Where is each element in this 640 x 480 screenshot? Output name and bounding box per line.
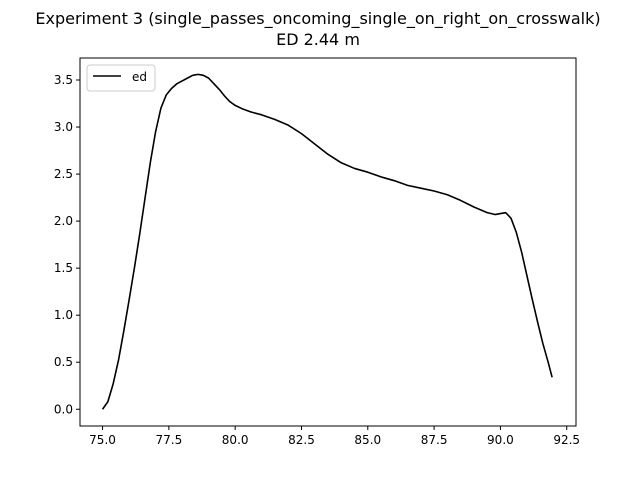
y-tick-label: 2.5 — [54, 167, 73, 181]
y-tick-label: 1.0 — [54, 308, 73, 322]
y-axis: 0.0 0.5 1.0 1.5 2.0 2.5 3.0 3.5 — [54, 73, 80, 416]
x-tick-label: 75.0 — [89, 433, 116, 447]
y-tick-label: 3.5 — [54, 73, 73, 87]
x-tick-label: 82.5 — [288, 433, 315, 447]
y-tick-label: 1.5 — [54, 261, 73, 275]
plot-frame — [79, 57, 577, 427]
legend-box — [86, 64, 156, 92]
chart-title: Experiment 3 (single_passes_oncoming_sin… — [35, 9, 600, 29]
y-tick-label: 3.0 — [54, 120, 73, 134]
x-tick-label: 85.0 — [354, 433, 381, 447]
legend-label-ed: ed — [132, 70, 147, 84]
legend: ed — [86, 64, 156, 92]
chart-subtitle: ED 2.44 m — [276, 30, 360, 49]
x-axis: 75.0 77.5 80.0 82.5 85.0 87.5 90.0 92.5 — [89, 426, 580, 447]
x-tick-label: 92.5 — [553, 433, 580, 447]
x-tick-label: 87.5 — [421, 433, 448, 447]
series-layer — [101, 73, 553, 410]
x-tick-label: 77.5 — [155, 433, 182, 447]
x-tick-label: 80.0 — [222, 433, 249, 447]
y-tick-label: 2.0 — [54, 214, 73, 228]
x-tick-label: 90.0 — [487, 433, 514, 447]
series-line-ed — [101, 73, 553, 410]
y-tick-label: 0.0 — [54, 402, 73, 416]
y-tick-label: 0.5 — [54, 355, 73, 369]
